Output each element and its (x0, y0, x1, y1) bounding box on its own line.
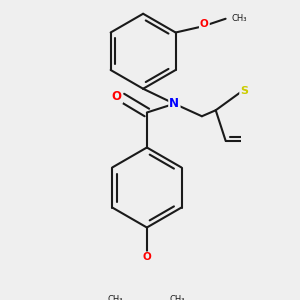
Text: N: N (169, 97, 179, 110)
Text: CH₃: CH₃ (169, 296, 184, 300)
Text: O: O (112, 90, 122, 103)
Text: S: S (240, 86, 248, 96)
Text: O: O (200, 19, 209, 29)
Text: CH₃: CH₃ (108, 296, 123, 300)
Text: O: O (142, 253, 151, 262)
Text: CH₃: CH₃ (232, 14, 248, 23)
